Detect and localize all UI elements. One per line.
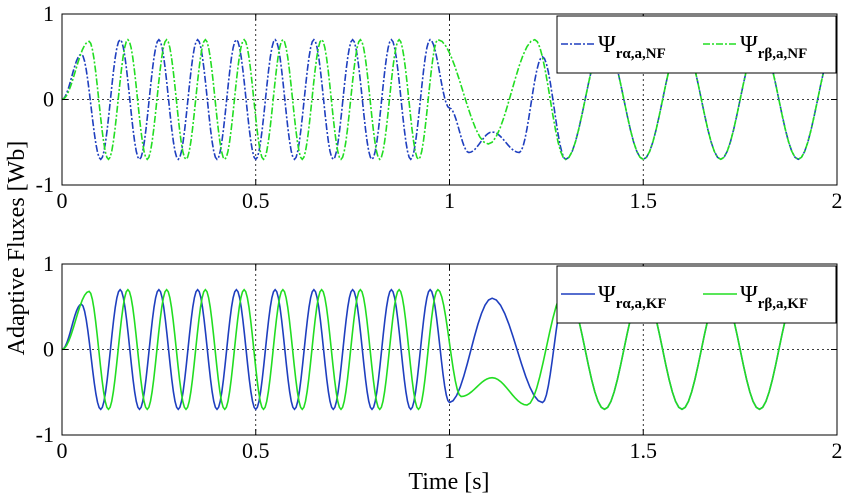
legend-bottom: Ψrα,a,KF Ψrβ,a,KF xyxy=(556,265,837,324)
x-tick-label: 0 xyxy=(57,438,68,463)
y-tick-label: 1 xyxy=(43,1,54,26)
x-tick-label: 0 xyxy=(57,188,68,213)
y-tick-label: -1 xyxy=(36,422,54,447)
x-tick-label: 1 xyxy=(444,188,455,213)
y-axis-label: Adaptive Fluxes [Wb] xyxy=(4,141,30,356)
y-tick-label: -1 xyxy=(36,172,54,197)
legend-label: Ψrα,a,NF xyxy=(598,32,666,62)
x-tick-label: 1.5 xyxy=(630,188,658,213)
y-tick-label: 0 xyxy=(43,87,54,112)
x-tick-label: 2 xyxy=(832,188,843,213)
legend-label: Ψrβ,a,KF xyxy=(740,282,808,312)
legend-label: Ψrα,a,KF xyxy=(598,282,667,312)
x-tick-label: 0.5 xyxy=(242,188,270,213)
x-tick-label: 1.5 xyxy=(630,438,658,463)
legend-box xyxy=(556,15,837,74)
series-line-top-0 xyxy=(62,38,837,161)
x-tick-label: 0.5 xyxy=(242,438,270,463)
legend-top: Ψrα,a,NF Ψrβ,a,NF xyxy=(556,15,837,74)
legend-box xyxy=(556,265,837,324)
series-line-top-1 xyxy=(62,38,837,161)
x-tick-label: 1 xyxy=(444,438,455,463)
legend-label: Ψrβ,a,NF xyxy=(740,32,807,62)
x-axis-label: Time [s] xyxy=(408,469,489,495)
x-tick-label: 2 xyxy=(832,438,843,463)
y-tick-label: 1 xyxy=(43,251,54,276)
y-tick-label: 0 xyxy=(43,337,54,362)
